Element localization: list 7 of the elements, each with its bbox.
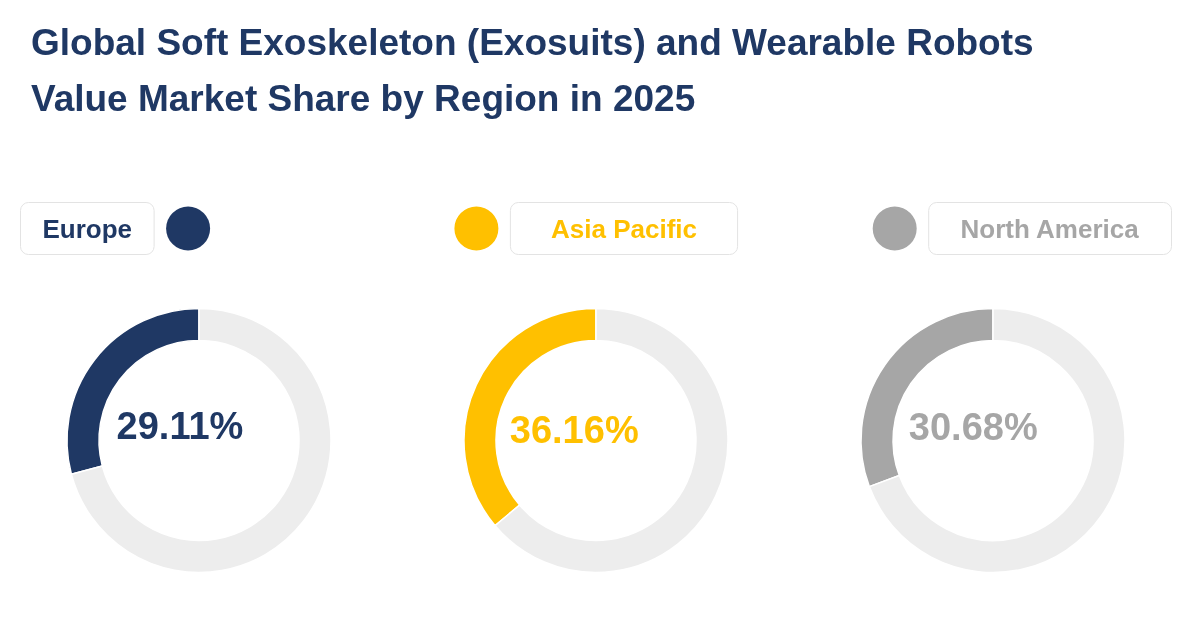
data-label: 29.11% bbox=[116, 404, 244, 447]
data-label: 30.68% bbox=[908, 405, 1038, 448]
legend-label: North America bbox=[960, 213, 1140, 244]
legend-label: Europe bbox=[42, 213, 133, 244]
legend-label: Asia Pacific bbox=[551, 213, 697, 244]
data-label: 36.16% bbox=[509, 409, 639, 452]
text: Global Soft Exoskeleton (Exosuits) and Wearable Robots Value Market Share by Region in 2025 bbox=[31, 21, 1035, 121]
